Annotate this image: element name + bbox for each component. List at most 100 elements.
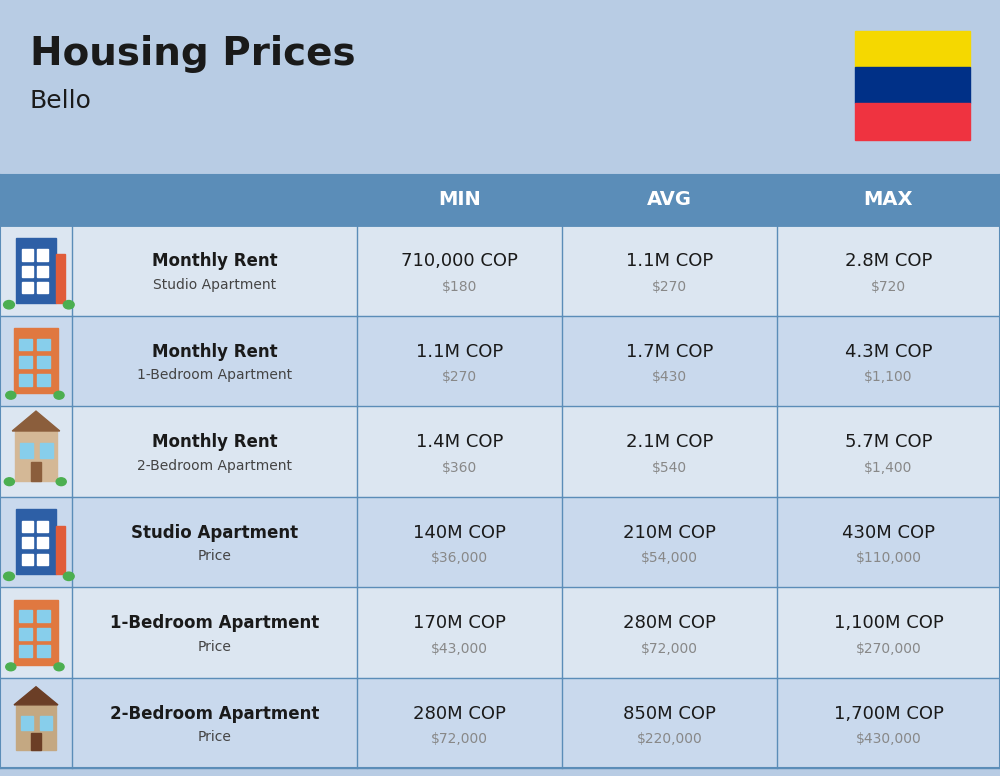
Bar <box>0 587 72 677</box>
Bar <box>15 431 57 481</box>
Circle shape <box>6 663 16 670</box>
Polygon shape <box>14 687 58 705</box>
Bar <box>31 733 41 750</box>
Text: MAX: MAX <box>864 190 913 210</box>
Bar <box>855 31 970 68</box>
Text: $72,000: $72,000 <box>431 733 488 747</box>
Circle shape <box>4 478 14 486</box>
Bar <box>37 553 48 565</box>
Circle shape <box>54 663 64 670</box>
Text: Studio Apartment: Studio Apartment <box>153 278 276 292</box>
Bar <box>22 249 33 261</box>
Bar <box>37 521 48 532</box>
Text: $220,000: $220,000 <box>637 733 702 747</box>
Text: $430,000: $430,000 <box>856 733 921 747</box>
Text: Bello: Bello <box>30 89 92 113</box>
Text: $360: $360 <box>442 461 477 475</box>
Bar <box>0 497 72 587</box>
Bar <box>19 646 32 657</box>
Bar <box>31 462 41 481</box>
Text: 1-Bedroom Apartment: 1-Bedroom Apartment <box>137 369 292 383</box>
Text: $36,000: $36,000 <box>431 551 488 565</box>
Text: Price: Price <box>198 549 231 563</box>
Text: 1.1M COP: 1.1M COP <box>626 252 713 270</box>
Circle shape <box>4 300 14 309</box>
Text: 2.1M COP: 2.1M COP <box>626 433 713 452</box>
Text: $72,000: $72,000 <box>641 642 698 656</box>
Text: 1.1M COP: 1.1M COP <box>416 343 503 361</box>
Bar <box>37 646 50 657</box>
Circle shape <box>54 391 64 399</box>
Bar <box>0 406 72 497</box>
Text: 2-Bedroom Apartment: 2-Bedroom Apartment <box>137 459 292 473</box>
Text: $270: $270 <box>652 279 687 293</box>
Bar <box>14 328 58 393</box>
Bar <box>19 374 32 386</box>
Text: Price: Price <box>198 730 231 744</box>
Bar <box>22 265 33 277</box>
Bar <box>22 537 33 549</box>
Circle shape <box>6 391 16 399</box>
Bar <box>37 628 50 639</box>
Text: 2-Bedroom Apartment: 2-Bedroom Apartment <box>110 705 319 723</box>
Bar <box>0 316 72 406</box>
Bar <box>19 356 32 368</box>
Text: 280M COP: 280M COP <box>623 615 716 632</box>
Bar <box>37 249 48 261</box>
Text: Monthly Rent: Monthly Rent <box>152 343 277 361</box>
Bar <box>855 103 970 140</box>
Text: Monthly Rent: Monthly Rent <box>152 252 277 270</box>
Bar <box>562 175 777 225</box>
Text: 430M COP: 430M COP <box>842 524 935 542</box>
Circle shape <box>56 478 66 486</box>
Text: $110,000: $110,000 <box>855 551 921 565</box>
Bar <box>37 610 50 622</box>
Bar <box>19 628 32 639</box>
Bar <box>0 225 72 316</box>
Text: 1,100M COP: 1,100M COP <box>834 615 943 632</box>
Bar <box>56 525 65 574</box>
Text: $54,000: $54,000 <box>641 551 698 565</box>
Text: 2.8M COP: 2.8M COP <box>845 252 932 270</box>
Text: 280M COP: 280M COP <box>413 705 506 723</box>
Bar <box>357 175 562 225</box>
Text: $270,000: $270,000 <box>856 642 921 656</box>
Text: 1.4M COP: 1.4M COP <box>416 433 503 452</box>
Bar <box>16 705 56 750</box>
Text: MIN: MIN <box>438 190 481 210</box>
Bar <box>72 175 357 225</box>
Bar <box>16 237 56 303</box>
Bar <box>56 254 65 303</box>
Text: 1-Bedroom Apartment: 1-Bedroom Apartment <box>110 615 319 632</box>
Text: $540: $540 <box>652 461 687 475</box>
Bar <box>16 509 56 574</box>
Text: 1,700M COP: 1,700M COP <box>834 705 943 723</box>
Bar <box>37 537 48 549</box>
Bar <box>777 175 1000 225</box>
Text: 710,000 COP: 710,000 COP <box>401 252 518 270</box>
Bar <box>37 374 50 386</box>
Text: $1,100: $1,100 <box>864 370 913 384</box>
Circle shape <box>63 572 74 580</box>
Bar <box>22 521 33 532</box>
Text: 5.7M COP: 5.7M COP <box>845 433 932 452</box>
Bar <box>20 443 33 459</box>
Circle shape <box>63 300 74 309</box>
Text: $180: $180 <box>442 279 477 293</box>
Circle shape <box>4 572 14 580</box>
Text: $720: $720 <box>871 279 906 293</box>
Text: 850M COP: 850M COP <box>623 705 716 723</box>
Text: Housing Prices: Housing Prices <box>30 35 356 73</box>
Text: Monthly Rent: Monthly Rent <box>152 433 277 452</box>
Text: $1,400: $1,400 <box>864 461 913 475</box>
Text: $270: $270 <box>442 370 477 384</box>
Bar <box>19 610 32 622</box>
Text: 170M COP: 170M COP <box>413 615 506 632</box>
Bar <box>37 265 48 277</box>
Text: 210M COP: 210M COP <box>623 524 716 542</box>
Bar <box>37 282 48 293</box>
Bar <box>21 716 33 729</box>
Bar <box>37 356 50 368</box>
Text: 4.3M COP: 4.3M COP <box>845 343 932 361</box>
Bar <box>0 677 72 768</box>
